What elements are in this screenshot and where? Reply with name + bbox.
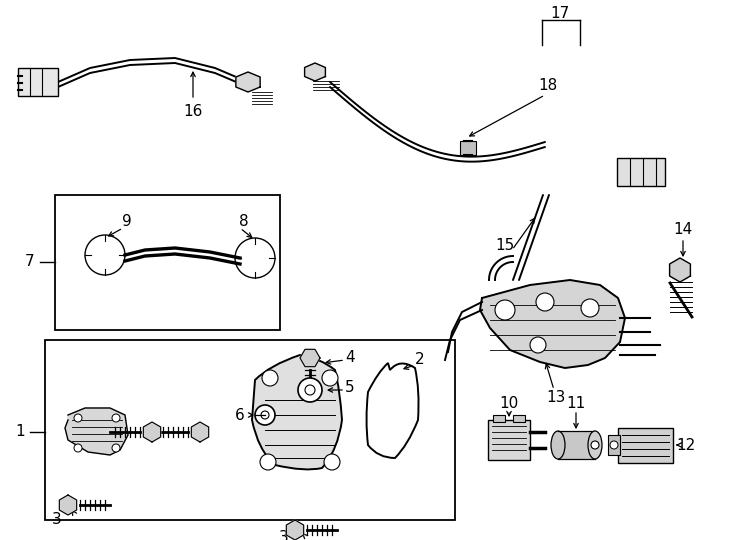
Circle shape — [324, 454, 340, 470]
Circle shape — [610, 441, 618, 449]
Text: 1: 1 — [15, 424, 25, 440]
Circle shape — [261, 411, 269, 419]
Text: 9: 9 — [122, 214, 132, 230]
Text: 13: 13 — [546, 390, 566, 406]
Circle shape — [305, 385, 315, 395]
Circle shape — [262, 370, 278, 386]
Polygon shape — [192, 422, 208, 442]
Text: 10: 10 — [499, 395, 519, 410]
Circle shape — [74, 444, 82, 452]
Bar — [45, 340, 455, 520]
Bar — [618, 428, 673, 463]
Text: 8: 8 — [239, 214, 249, 230]
Bar — [55, 195, 280, 330]
Text: 4: 4 — [345, 349, 355, 364]
Ellipse shape — [588, 431, 602, 459]
Text: 5: 5 — [345, 381, 355, 395]
Circle shape — [536, 293, 554, 311]
Circle shape — [495, 300, 515, 320]
Polygon shape — [480, 280, 625, 368]
PathPatch shape — [366, 363, 418, 458]
Circle shape — [530, 337, 546, 353]
Bar — [617, 158, 665, 186]
Text: 18: 18 — [538, 78, 558, 92]
Polygon shape — [286, 520, 304, 540]
Polygon shape — [65, 408, 128, 455]
Text: 14: 14 — [673, 222, 693, 238]
Bar — [608, 435, 620, 455]
Circle shape — [581, 299, 599, 317]
Text: 2: 2 — [415, 353, 425, 368]
Text: 11: 11 — [567, 395, 586, 410]
Bar — [18, 68, 58, 96]
Text: 12: 12 — [676, 437, 696, 453]
Text: 16: 16 — [184, 105, 203, 119]
Bar — [513, 415, 525, 422]
Polygon shape — [300, 349, 320, 367]
Polygon shape — [669, 258, 691, 282]
Text: 3: 3 — [52, 512, 62, 528]
Circle shape — [322, 370, 338, 386]
Bar — [558, 431, 595, 459]
Polygon shape — [236, 72, 260, 92]
Bar — [460, 141, 476, 155]
Polygon shape — [305, 63, 325, 81]
Circle shape — [591, 441, 599, 449]
Text: 7: 7 — [25, 254, 34, 269]
Circle shape — [74, 414, 82, 422]
Text: 17: 17 — [550, 6, 570, 22]
Text: 15: 15 — [495, 238, 515, 253]
Text: 6: 6 — [235, 408, 245, 422]
PathPatch shape — [252, 355, 342, 469]
Polygon shape — [59, 495, 76, 515]
Text: 3: 3 — [279, 530, 289, 540]
Ellipse shape — [551, 431, 565, 459]
Circle shape — [112, 444, 120, 452]
Circle shape — [112, 414, 120, 422]
Bar — [488, 420, 530, 460]
Bar — [493, 415, 505, 422]
Circle shape — [255, 405, 275, 425]
Circle shape — [260, 454, 276, 470]
Polygon shape — [143, 422, 161, 442]
Circle shape — [298, 378, 322, 402]
